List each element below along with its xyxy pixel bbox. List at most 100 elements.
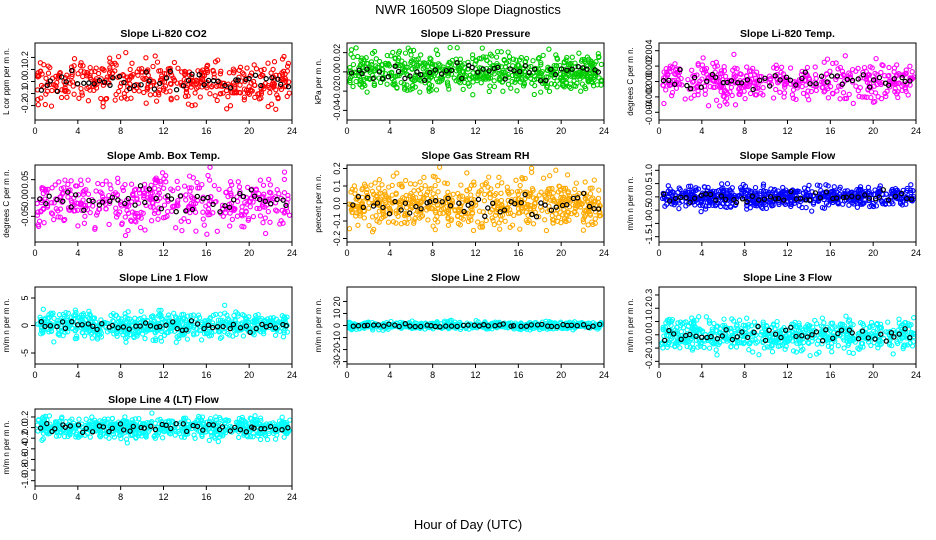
average-point	[783, 74, 790, 81]
data-point	[468, 192, 474, 198]
average-point	[110, 75, 116, 81]
data-point	[508, 85, 514, 91]
data-point	[402, 84, 408, 90]
y-axis-label: kPa per m n.	[314, 59, 323, 104]
data-point	[144, 87, 150, 93]
data-point	[719, 70, 725, 76]
data-point	[262, 230, 269, 237]
data-point	[502, 64, 508, 70]
data-point	[75, 71, 81, 77]
data-point	[883, 93, 889, 100]
data-point	[82, 213, 88, 219]
data-point	[426, 60, 432, 66]
data-point	[154, 59, 161, 65]
data-point	[428, 74, 434, 81]
data-point	[701, 83, 708, 89]
data-point	[580, 227, 587, 233]
average-point	[666, 77, 672, 84]
average-point	[777, 77, 783, 83]
data-point	[596, 54, 602, 61]
data-point	[840, 71, 846, 78]
data-point	[734, 66, 740, 72]
data-point	[668, 92, 675, 99]
data-point	[157, 87, 163, 93]
x-tick-label: 24	[287, 126, 297, 136]
average-point	[189, 71, 195, 77]
data-point	[781, 90, 788, 96]
y-tick-label: 0	[20, 323, 30, 328]
data-point	[572, 63, 579, 70]
data-point	[229, 90, 235, 96]
data-point	[724, 181, 731, 187]
data-point	[872, 70, 878, 77]
chart-title: Slope Line 1 Flow	[119, 272, 209, 284]
data-point	[193, 228, 199, 234]
data-point	[237, 64, 244, 70]
x-tick-label: 0	[32, 248, 37, 258]
data-point	[572, 186, 578, 192]
data-point	[426, 86, 432, 92]
data-point	[569, 54, 575, 60]
data-point	[470, 92, 476, 98]
average-point	[269, 75, 275, 81]
data-point	[266, 176, 272, 183]
data-point	[506, 58, 512, 65]
data-point	[742, 95, 748, 102]
x-tick-label: 24	[599, 370, 609, 380]
x-tick-label: 16	[513, 126, 523, 136]
data-point	[702, 91, 708, 97]
data-point	[722, 87, 728, 94]
data-point	[585, 79, 592, 85]
data-point	[867, 64, 873, 70]
data-point	[442, 180, 448, 186]
data-point	[174, 178, 180, 185]
data-point	[598, 61, 605, 68]
data-point	[376, 177, 383, 183]
data-point	[713, 97, 720, 103]
y-tick-label: -0.04	[332, 100, 342, 121]
y-axis-label: percent per m n.	[314, 174, 323, 232]
data-point	[886, 64, 892, 71]
data-point	[366, 200, 372, 206]
data-point	[458, 182, 464, 188]
data-point	[348, 47, 355, 53]
data-point	[484, 57, 490, 64]
x-tick-label: 4	[75, 248, 80, 258]
data-point	[675, 72, 681, 78]
data-point	[85, 177, 91, 183]
average-point	[137, 183, 144, 189]
data-point	[211, 74, 217, 81]
data-point	[113, 91, 119, 98]
data-point	[813, 87, 819, 94]
average-point	[46, 193, 52, 199]
data-point	[470, 55, 476, 62]
data-point	[517, 226, 523, 232]
y-tick-label: -0.2	[20, 98, 30, 114]
data-point	[445, 222, 452, 228]
data-point	[405, 64, 411, 70]
data-point	[285, 60, 292, 67]
data-point	[493, 54, 500, 60]
average-point	[233, 77, 239, 83]
data-point	[77, 62, 84, 68]
data-point	[258, 85, 264, 92]
data-point	[171, 78, 177, 84]
data-point	[366, 205, 372, 211]
data-point	[793, 96, 799, 103]
x-tick-label: 24	[599, 126, 609, 136]
data-point	[175, 185, 181, 191]
data-point	[588, 60, 594, 67]
data-point	[122, 232, 129, 239]
x-tick-label: 4	[699, 248, 704, 258]
data-point	[407, 181, 414, 187]
data-point	[79, 92, 85, 98]
average-point	[511, 68, 517, 74]
data-point	[554, 56, 561, 62]
data-point	[244, 65, 250, 71]
data-point	[773, 86, 779, 93]
average-point	[132, 202, 138, 208]
data-point	[689, 67, 695, 73]
x-tick-label: 4	[387, 248, 392, 258]
average-point	[691, 74, 698, 81]
